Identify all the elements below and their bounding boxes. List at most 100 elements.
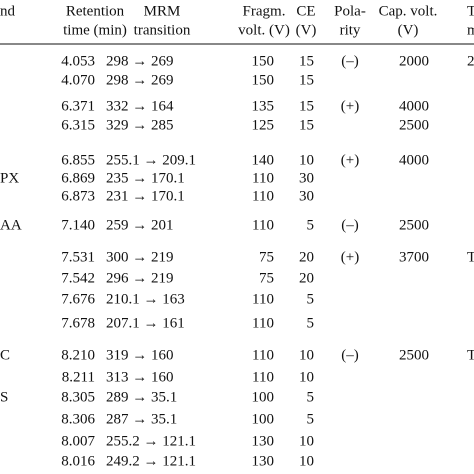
table-cell: 135 [252,98,275,114]
table-cell: AA [0,217,22,233]
table-cell: 7.676 [61,291,95,307]
table-cell: 287 → 35.1 [106,411,177,427]
table-cell: 8.210 [61,347,95,363]
table-cell: 20 [299,270,314,286]
table-cell: 75 [259,270,274,286]
table-cell: T [467,249,474,265]
table-cell: 4000 [399,152,429,168]
table-cell: 249.2 → 121.1 [106,453,196,469]
column-header: rity [340,22,361,38]
table-cell: 75 [259,249,274,265]
table-cell: 2000 [399,53,429,69]
table-cell: 5 [307,389,315,405]
table-cell: C [0,347,10,363]
column-header: Pola- [334,3,366,19]
table-cell: T [467,347,474,363]
table-cell: S [0,389,8,405]
table-cell: 5 [307,315,315,331]
table-cell: 10 [299,152,314,168]
table-cell: 313 → 160 [106,369,174,385]
table-cell: (+) [341,98,359,114]
table-cell: 20 [299,249,314,265]
table-cell: 296 → 219 [106,270,174,286]
column-header: time (min) [63,22,127,38]
column-header: transition [134,22,191,38]
table-cell: 8.306 [61,411,95,427]
table-cell: 100 [252,411,275,427]
table-cell: 10 [299,453,314,469]
table-cell: 5 [307,411,315,427]
table-cell: 289 → 35.1 [106,389,177,405]
table-cell: 8.016 [61,453,95,469]
table-cell: 255.2 → 121.1 [106,433,196,449]
table-cell: 210.1 → 163 [106,291,185,307]
table-cell: 298 → 269 [106,53,174,69]
table-cell: 130 [252,433,275,449]
table-cell: 255.1 → 209.1 [106,152,196,168]
table-cell: (+) [341,152,359,168]
table-cell: 3700 [399,249,429,265]
table-cell: 4.070 [61,72,95,88]
column-header: (V) [398,22,419,38]
table-cell: 30 [299,170,314,186]
table-cell: 150 [252,53,275,69]
table-cell: 319 → 160 [106,347,174,363]
table-cell: 10 [299,369,314,385]
table-cell: 100 [252,389,275,405]
column-header: Retention [66,3,125,19]
table-cell: 332 → 164 [106,98,174,114]
table-cell: 4000 [399,98,429,114]
table-cell: 150 [252,72,275,88]
table-cell: (–) [341,53,359,69]
column-header: Cap. volt. [379,3,438,19]
column-header: nd [0,3,16,19]
table-cell: 110 [252,369,274,385]
table-cell: 207.1 → 161 [106,315,185,331]
table-cell: 110 [252,188,274,204]
column-header: CE [296,3,315,19]
table-cell: 125 [252,117,275,133]
table-cell: 2500 [399,347,429,363]
table-cell: (–) [341,217,359,233]
table-cell: 110 [252,217,274,233]
table-cell: 10 [299,433,314,449]
table-cell: 5 [307,291,315,307]
table-cell: 15 [299,98,314,114]
table-cell: 2500 [399,217,429,233]
table-cell: 30 [299,188,314,204]
table-cell: 298 → 269 [106,72,174,88]
table-cell: 110 [252,347,274,363]
table-cell: 8.211 [62,369,95,385]
table-cell: 6.855 [61,152,95,168]
table-cell: 4.053 [61,53,95,69]
table-cell: 15 [299,53,314,69]
table-cell: 6.315 [61,117,95,133]
table-cell: 6.869 [61,170,95,186]
table-cell: PX [0,170,19,186]
table-cell: 130 [252,453,275,469]
column-header: MRM [144,3,181,19]
table-cell: 7.140 [61,217,95,233]
table-cell: 259 → 201 [106,217,174,233]
column-header: T [467,3,474,19]
table-cell: 235 → 170.1 [106,170,185,186]
table-cell: (+) [341,249,359,265]
table-cell: 110 [252,315,274,331]
table-cell: 2500 [399,117,429,133]
table-cell: 2 [467,53,474,69]
table-cell: 6.873 [61,188,95,204]
column-header: m [467,22,474,38]
table-cell: 7.531 [61,249,95,265]
table-cell: 140 [252,152,275,168]
table-cell: 110 [252,170,274,186]
table-cell: 110 [252,291,274,307]
column-header: Fragm. [243,3,286,19]
table-cell: 5 [307,217,315,233]
table-cell: 6.371 [61,98,95,114]
table-cell: 8.007 [61,433,95,449]
column-header: volt. (V) [238,22,290,38]
table-cell: 7.542 [61,270,95,286]
table-cell: 15 [299,117,314,133]
table-cell: 300 → 219 [106,249,174,265]
